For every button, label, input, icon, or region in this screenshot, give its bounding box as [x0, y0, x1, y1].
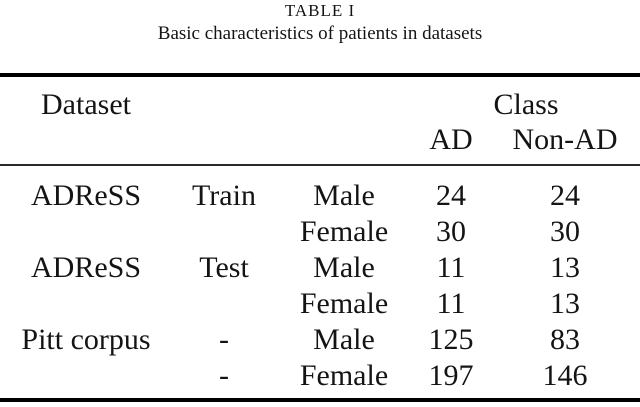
cell-split: Test: [199, 251, 249, 284]
header-non-ad: Non-AD: [512, 123, 618, 156]
header-ad: AD: [429, 123, 473, 156]
table-caption: Basic characteristics of patients in dat…: [157, 23, 483, 44]
cell-dataset: [0, 358, 172, 394]
cell-gender: Female: [299, 359, 389, 392]
cell-nonad-count: 146: [542, 359, 588, 392]
header-rule: [0, 164, 640, 166]
cell-dataset: Pitt corpus: [21, 323, 151, 356]
header-row-subcolumns: AD Non-AD: [0, 122, 640, 158]
table-body: ADReSS Train Male 24 24 Female 30 30 ADR…: [0, 178, 640, 394]
cell-gender: Male: [313, 323, 375, 356]
cell-nonad-count: 13: [550, 251, 580, 284]
header-spacer: [172, 87, 412, 123]
cell-ad-count: 24: [436, 179, 466, 212]
cell-ad-count: 11: [436, 287, 466, 320]
cell-split: [172, 286, 276, 322]
header-class-group: Class: [493, 88, 559, 121]
cell-ad-count: 197: [428, 359, 474, 392]
cell-nonad-count: 13: [550, 287, 580, 320]
table-row: Female 30 30: [0, 214, 640, 250]
cell-dataset: ADReSS: [30, 179, 142, 212]
top-rule: [0, 73, 640, 77]
table-row: Pitt corpus - Male 125 83: [0, 322, 640, 358]
cell-gender: Male: [313, 251, 375, 284]
table-number-title: TABLE I: [284, 1, 356, 20]
cell-dataset: [0, 214, 172, 250]
table-row: ADReSS Train Male 24 24: [0, 178, 640, 214]
cell-gender: Female: [299, 287, 389, 320]
cell-ad-count: 11: [436, 251, 466, 284]
cell-nonad-count: 24: [550, 179, 580, 212]
cell-ad-count: 125: [428, 323, 474, 356]
cell-gender: Female: [299, 215, 389, 248]
cell-gender: Male: [313, 179, 375, 212]
header-spacer: [0, 122, 412, 158]
table-row: ADReSS Test Male 11 13: [0, 250, 640, 286]
cell-nonad-count: 30: [550, 215, 580, 248]
table-row: Female 11 13: [0, 286, 640, 322]
cell-split: Train: [192, 179, 256, 212]
cell-split: -: [219, 359, 229, 392]
bottom-rule: [0, 398, 640, 402]
cell-split: -: [219, 323, 229, 356]
cell-dataset: [0, 286, 172, 322]
cell-split: [172, 214, 276, 250]
table-row: - Female 197 146: [0, 358, 640, 394]
cell-dataset: ADReSS: [30, 251, 142, 284]
cell-ad-count: 30: [436, 215, 466, 248]
header-row-groups: Dataset Class: [0, 87, 640, 123]
header-dataset: Dataset: [41, 88, 131, 121]
cell-nonad-count: 83: [550, 323, 580, 356]
